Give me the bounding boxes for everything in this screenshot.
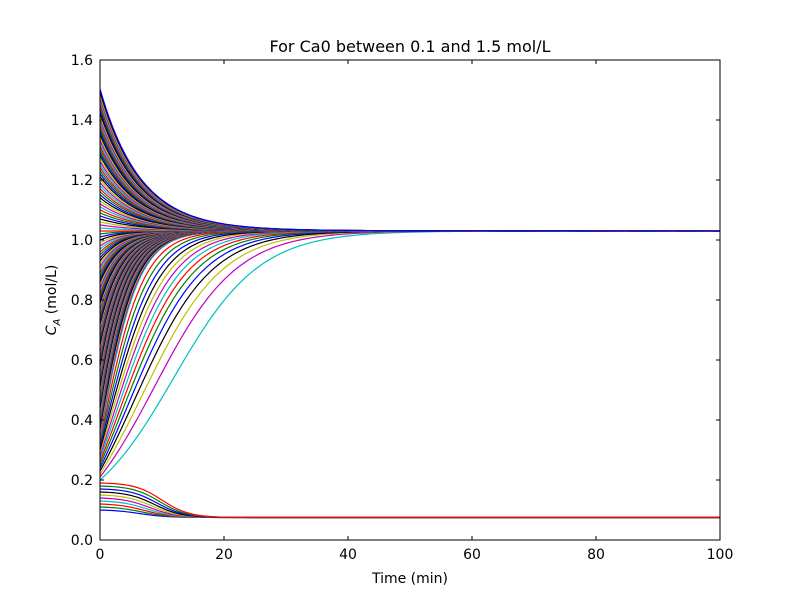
- series-line: [100, 482, 720, 519]
- y-tick-label: 0.2: [71, 473, 93, 489]
- x-tick-label: 100: [707, 547, 734, 563]
- axis-ticks: 0 20 40 60 80 100 0.0 0.2 0.4 0.6 0.8 1.0 1.2 1.4 1.6: [71, 53, 734, 563]
- y-tick-label: 0.4: [71, 413, 93, 429]
- chart-title: For Ca0 between 0.1 and 1.5 mol/L: [270, 37, 551, 56]
- series-lines: [100, 88, 720, 519]
- y-axis-label-main: C: [44, 325, 60, 335]
- x-tick-label: 80: [587, 547, 605, 563]
- y-axis-label: CA (mol/L): [44, 265, 63, 336]
- y-tick-label: 1.2: [71, 173, 93, 189]
- y-tick-label: 1.4: [71, 113, 93, 129]
- y-tick-label: 0.8: [71, 293, 93, 309]
- y-axis-label-sub: A: [52, 319, 63, 327]
- y-tick-label: 0.0: [71, 533, 93, 549]
- y-tick-label: 0.6: [71, 353, 93, 369]
- x-tick-label: 20: [215, 547, 233, 563]
- series-line: [100, 88, 720, 232]
- x-tick-label: 60: [463, 547, 481, 563]
- x-tick-label: 40: [339, 547, 357, 563]
- x-axis-label: Time (min): [371, 571, 448, 587]
- y-tick-label: 1.0: [71, 233, 93, 249]
- x-tick-label: 0: [96, 547, 105, 563]
- y-tick-label: 1.6: [71, 53, 93, 69]
- y-axis-label-units: (mol/L): [44, 265, 60, 319]
